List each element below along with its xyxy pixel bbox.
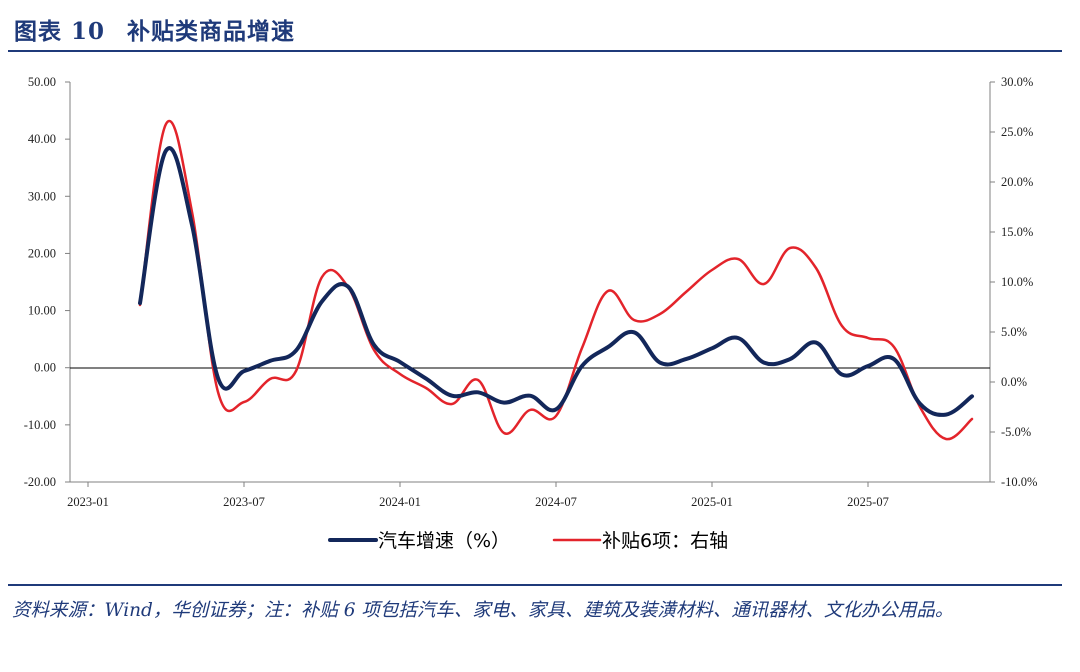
right-tick-label: 20.0% xyxy=(1001,175,1033,189)
page-title: 图表 10 补贴类商品增速 xyxy=(14,18,296,45)
line-chart: 50.00 40.00 30.00 20.00 10.00 0.00 -10.00 -20.0… xyxy=(24,75,1038,552)
right-tick-label: 25.0% xyxy=(1001,125,1033,139)
left-tick-label: 10.00 xyxy=(28,304,56,318)
left-tick-label: 40.00 xyxy=(28,132,56,146)
x-tick-label: 2023-01 xyxy=(67,495,109,509)
left-tick-label: 50.00 xyxy=(28,75,56,89)
right-tick-label: -5.0% xyxy=(1001,425,1031,439)
series-line-subsidy xyxy=(138,120,974,441)
right-tick-label: 0.0% xyxy=(1001,375,1027,389)
legend-label-auto: 汽车增速（%） xyxy=(378,530,510,552)
left-tick-label: 30.00 xyxy=(28,189,56,203)
series-line-auto xyxy=(138,146,974,417)
legend-label-subsidy: 补贴6项：右轴 xyxy=(602,530,728,552)
left-tick-label: 20.00 xyxy=(28,246,56,260)
x-tick-label: 2024-07 xyxy=(535,495,577,509)
right-tick-label: -10.0% xyxy=(1001,475,1037,489)
right-tick-label: 15.0% xyxy=(1001,225,1033,239)
source-note: 资料来源：Wind，华创证券；注：补贴 6 项包括汽车、家电、家具、建筑及装潢材… xyxy=(12,600,954,621)
left-tick-label: -20.00 xyxy=(24,475,56,489)
x-tick-label: 2023-07 xyxy=(223,495,265,509)
left-tick-label: 0.00 xyxy=(34,361,56,375)
x-tick-label: 2025-01 xyxy=(691,495,733,509)
x-tick-label: 2024-01 xyxy=(379,495,421,509)
top-divider xyxy=(8,50,1062,52)
right-tick-label: 30.0% xyxy=(1001,75,1033,89)
x-tick-label: 2025-07 xyxy=(847,495,889,509)
left-tick-label: -10.00 xyxy=(24,418,56,432)
right-tick-label: 5.0% xyxy=(1001,325,1027,339)
right-tick-label: 10.0% xyxy=(1001,275,1033,289)
bottom-divider xyxy=(8,584,1062,586)
